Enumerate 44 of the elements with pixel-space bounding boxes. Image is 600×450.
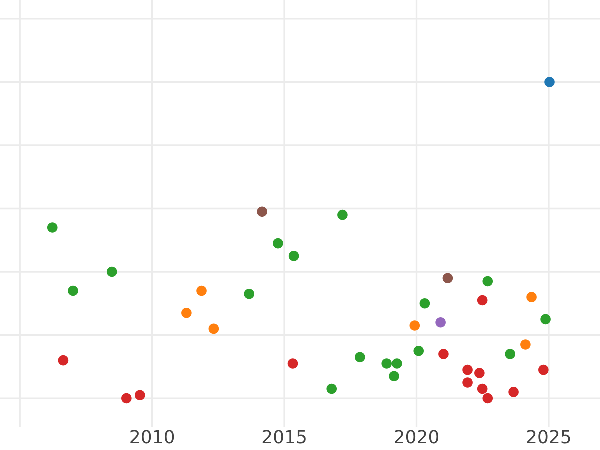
point bbox=[477, 384, 488, 394]
point bbox=[122, 393, 132, 404]
point bbox=[540, 314, 551, 325]
x-tick-label: 2010 bbox=[130, 430, 174, 444]
point bbox=[462, 378, 473, 388]
point bbox=[288, 358, 298, 369]
point bbox=[520, 340, 531, 350]
point bbox=[326, 384, 338, 394]
point bbox=[58, 355, 69, 366]
point bbox=[389, 371, 400, 382]
point bbox=[474, 368, 485, 378]
point bbox=[288, 251, 300, 262]
point bbox=[135, 390, 146, 401]
point bbox=[508, 387, 519, 398]
point bbox=[273, 238, 284, 249]
point bbox=[526, 292, 537, 302]
x-tick-label: 2025 bbox=[527, 430, 570, 444]
point bbox=[538, 364, 549, 376]
x-tick-label: 2020 bbox=[395, 430, 439, 444]
point bbox=[482, 276, 494, 287]
point bbox=[382, 358, 392, 369]
point bbox=[208, 324, 220, 334]
point bbox=[462, 364, 473, 376]
point bbox=[392, 358, 402, 369]
point bbox=[438, 349, 449, 360]
point bbox=[106, 266, 118, 278]
point bbox=[355, 352, 366, 363]
point bbox=[182, 308, 192, 318]
point bbox=[436, 317, 446, 328]
x-tick-label: 2015 bbox=[262, 430, 306, 444]
point bbox=[47, 222, 58, 233]
point bbox=[68, 286, 78, 296]
point bbox=[544, 77, 555, 88]
point bbox=[482, 393, 494, 404]
point bbox=[257, 206, 268, 218]
point bbox=[477, 295, 488, 306]
point bbox=[442, 273, 454, 284]
point bbox=[244, 289, 255, 300]
point bbox=[338, 210, 348, 220]
point bbox=[505, 349, 516, 360]
point bbox=[410, 320, 420, 331]
point bbox=[420, 298, 430, 309]
point bbox=[414, 346, 424, 356]
point bbox=[196, 286, 207, 296]
